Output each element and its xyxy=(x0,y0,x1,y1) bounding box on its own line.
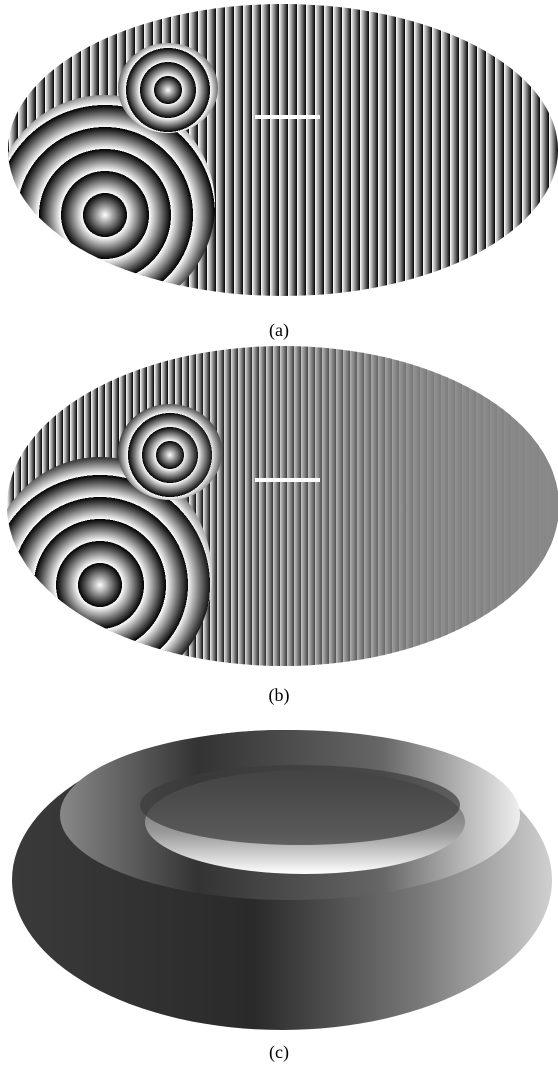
panel-a-image xyxy=(0,0,558,315)
figure: (a) (b) (c) xyxy=(0,0,558,1072)
panel-label: (c) xyxy=(269,1042,289,1063)
panel-label: (a) xyxy=(269,320,289,341)
panel-label: (b) xyxy=(269,685,290,706)
panel-c-image xyxy=(12,730,552,1030)
panel-b-image xyxy=(0,340,558,693)
